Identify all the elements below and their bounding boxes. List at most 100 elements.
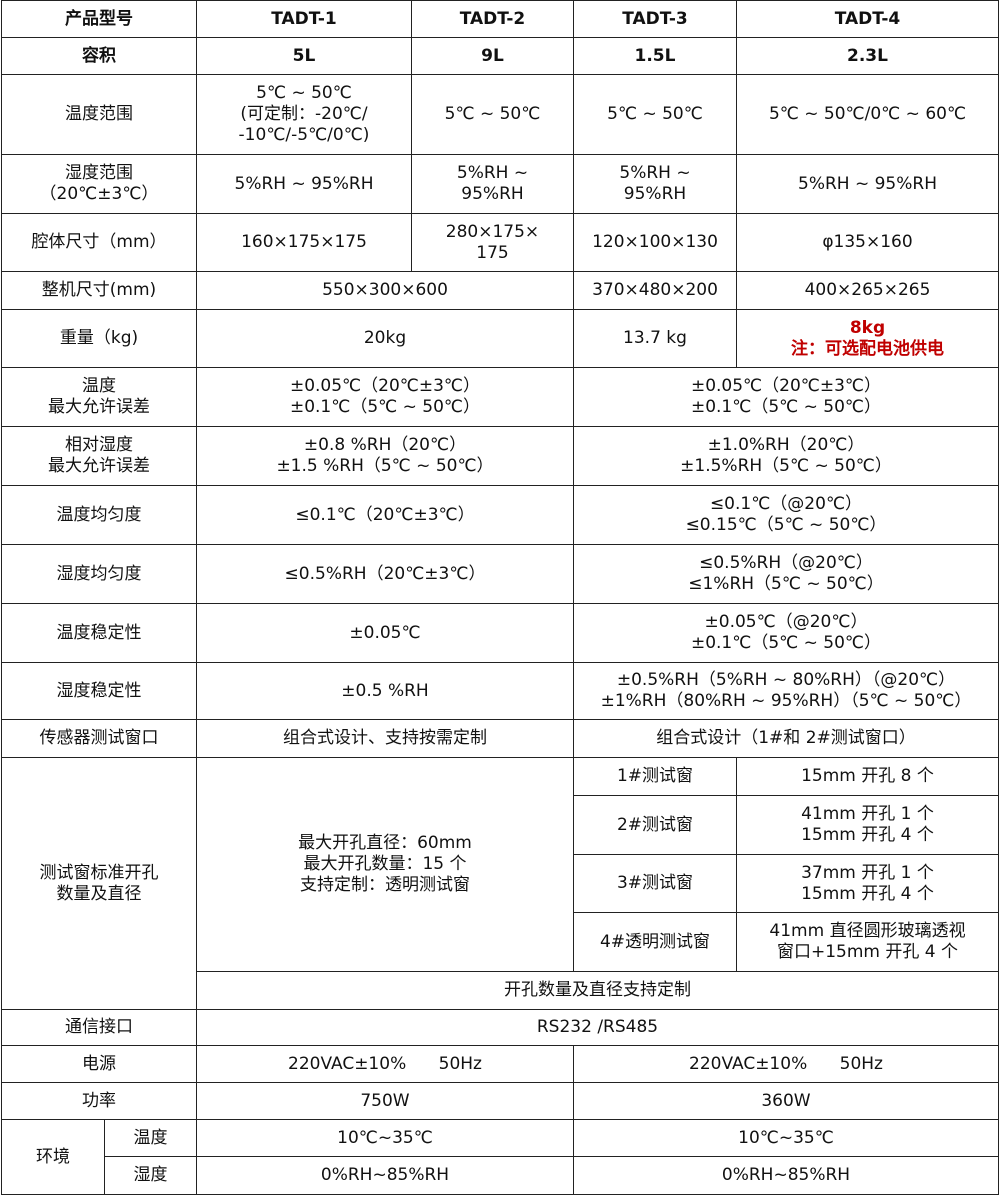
cell: ±0.05℃（20℃±3℃） ±0.1℃（5℃ ~ 50℃） [573,367,999,427]
cell: 5%RH ~ 95%RH [196,154,412,214]
row-label: 电源 [1,1045,197,1083]
cell: ≤0.5%RH（@20℃） ≤1%RH（5℃ ~ 50℃） [573,544,999,604]
cell: 10℃~35℃ [196,1119,574,1157]
window-spec: 41mm 直径圆形玻璃透视 窗口+15mm 开孔 4 个 [736,912,999,972]
test-window-row: 2#测试窗 41mm 开孔 1 个 15mm 开孔 4 个 [2,795,999,855]
cell: 400×265×265 [736,271,999,310]
model-header: TADT-2 [411,0,574,38]
row-label: 重量（kg) [1,309,197,368]
row-label: 整机尺寸(mm) [1,271,197,310]
cell: ±0.8 %RH（20℃） ±1.5 %RH（5℃ ~ 50℃） [196,426,574,486]
window-spec: 37mm 开孔 1 个 15mm 开孔 4 个 [736,854,999,913]
cell: 0%RH~85%RH [573,1156,999,1195]
row-label: 通信接口 [1,1009,197,1046]
cell: 1.5L [573,37,737,75]
row-label: 温度均匀度 [1,485,197,545]
cell: 160×175×175 [196,213,412,272]
cell: 5%RH ~ 95%RH [736,154,999,214]
row-label: 容积 [1,37,197,75]
cell: 280×175× 175 [411,213,574,272]
cell: RS232 /RS485 [196,1009,999,1046]
env-temp-row: 环境 温度 10℃~35℃ 10℃~35℃ [1,1119,999,1195]
cell: 5L [196,37,412,75]
cell: 5℃ ~ 50℃ [573,74,737,155]
cell: ±0.05℃（20℃±3℃） ±0.1℃（5℃ ~ 50℃） [196,367,574,427]
cell: 最大开孔直径：60mm 最大开孔数量：15 个 支持定制：透明测试窗 [196,757,574,972]
hum-error-row: 相对湿度 最大允许误差 ±0.8 %RH（20℃） ±1.5 %RH（5℃ ~ … [1,426,999,486]
temp-uniformity-row: 温度均匀度 ≤0.1℃（20℃±3℃） ≤0.1℃（@20℃） ≤0.15℃（5… [1,485,999,545]
cell: 5%RH ~ 95%RH [411,154,574,214]
cell: ±1.0%RH（20℃） ±1.5%RH（5℃ ~ 50℃） [573,426,999,486]
volume-row: 容积 5L 9L 1.5L 2.3L [1,37,999,75]
cell: 组合式设计、支持按需定制 [196,719,574,758]
cell: ±0.05℃ [196,603,574,663]
hum-uniformity-row: 湿度均匀度 ≤0.5%RH（20℃±3℃） ≤0.5%RH（@20℃） ≤1%R… [1,544,999,604]
hum-range-row: 湿度范围 （20℃±3℃） 5%RH ~ 95%RH 5%RH ~ 95%RH … [1,154,999,214]
cell: ±0.05℃（@20℃） ±0.1℃（5℃ ~ 50℃） [573,603,999,663]
cell: 20kg [196,309,574,368]
row-label: 温度范围 [1,74,197,155]
row-label: 功率 [1,1082,197,1120]
cell: ±0.5 %RH [196,662,574,720]
battery-note: 8kg 注：可选配电池供电 [736,309,999,368]
cell: 5℃ ~ 50℃/0℃ ~ 60℃ [736,74,999,155]
row-label: 温度稳定性 [1,603,197,663]
comm-row: 通信接口 RS232 /RS485 [1,1009,999,1046]
cell: 9L [411,37,574,75]
cell: 750W [196,1082,574,1120]
cell: 5℃ ~ 50℃ [411,74,574,155]
header-row: 产品型号 TADT-1 TADT-2 TADT-3 TADT-4 [1,0,999,38]
row-label: 产品型号 [1,0,197,38]
cell: 5%RH ~ 95%RH [573,154,737,214]
window-spec: 41mm 开孔 1 个 15mm 开孔 4 个 [736,795,999,855]
overall-size-row: 整机尺寸(mm) 550×300×600 370×480×200 400×265… [1,271,999,310]
cell: 360W [573,1082,999,1120]
cell: ≤0.5%RH（20℃±3℃） [196,544,574,604]
cell: 0%RH~85%RH [196,1156,574,1195]
cell: 220VAC±10% 50Hz [196,1045,574,1083]
test-window-row: 3#测试窗 37mm 开孔 1 个 15mm 开孔 4 个 [2,854,999,913]
cell: 220VAC±10% 50Hz [573,1045,999,1083]
row-label: 湿度稳定性 [1,662,197,720]
cell: ≤0.1℃（20℃±3℃） [196,485,574,545]
test-window-row: 测试窗标准开孔 数量及直径 最大开孔直径：60mm 最大开孔数量：15 个 支持… [1,757,999,1010]
cell: φ135×160 [736,213,999,272]
temp-error-row: 温度 最大允许误差 ±0.05℃（20℃±3℃） ±0.1℃（5℃ ~ 50℃）… [1,367,999,427]
cell: 370×480×200 [573,271,737,310]
cell: 10℃~35℃ [573,1119,999,1157]
cell: 5℃ ~ 50℃ (可定制：-20℃/ -10℃/-5℃/0℃) [196,74,412,155]
cell: 组合式设计（1#和 2#测试窗口） [573,719,999,758]
cell: 120×100×130 [573,213,737,272]
weight-row: 重量（kg) 20kg 13.7 kg 8kg 注：可选配电池供电 [1,309,999,368]
sub-label: 湿度 [104,1156,197,1195]
window-name: 3#测试窗 [573,854,737,913]
window-name: 1#测试窗 [573,757,737,796]
model-header: TADT-4 [736,0,999,38]
window-name: 4#透明测试窗 [573,912,737,972]
window-spec: 15mm 开孔 8 个 [736,757,999,796]
row-label: 环境 [1,1119,105,1195]
cell: 13.7 kg [573,309,737,368]
test-window-row: 4#透明测试窗 41mm 直径圆形玻璃透视 窗口+15mm 开孔 4 个 [2,912,999,972]
row-label: 传感器测试窗口 [1,719,197,758]
row-label: 湿度范围 （20℃±3℃） [1,154,197,214]
model-header: TADT-1 [196,0,412,38]
row-label: 湿度均匀度 [1,544,197,604]
row-label: 相对湿度 最大允许误差 [1,426,197,486]
power-row: 功率 750W 360W [1,1082,999,1120]
temp-range-row: 温度范围 5℃ ~ 50℃ (可定制：-20℃/ -10℃/-5℃/0℃) 5℃… [1,74,999,155]
row-label: 温度 最大允许误差 [1,367,197,427]
chamber-size-row: 腔体尺寸（mm） 160×175×175 280×175× 175 120×10… [1,213,999,272]
sub-label: 温度 [104,1119,197,1157]
cell: 2.3L [736,37,999,75]
row-label: 测试窗标准开孔 数量及直径 [1,757,197,1010]
env-hum-row: 湿度 0%RH~85%RH 0%RH~85%RH [2,1156,999,1195]
test-window-footer-row: 开孔数量及直径支持定制 [2,971,999,1010]
sensor-window-row: 传感器测试窗口 组合式设计、支持按需定制 组合式设计（1#和 2#测试窗口） [1,719,999,758]
window-name: 2#测试窗 [573,795,737,855]
row-label: 腔体尺寸（mm） [1,213,197,272]
cell: 550×300×600 [196,271,574,310]
hum-stability-row: 湿度稳定性 ±0.5 %RH ±0.5%RH（5%RH ~ 80%RH）（@20… [1,662,999,720]
power-supply-row: 电源 220VAC±10% 50Hz 220VAC±10% 50Hz [1,1045,999,1083]
